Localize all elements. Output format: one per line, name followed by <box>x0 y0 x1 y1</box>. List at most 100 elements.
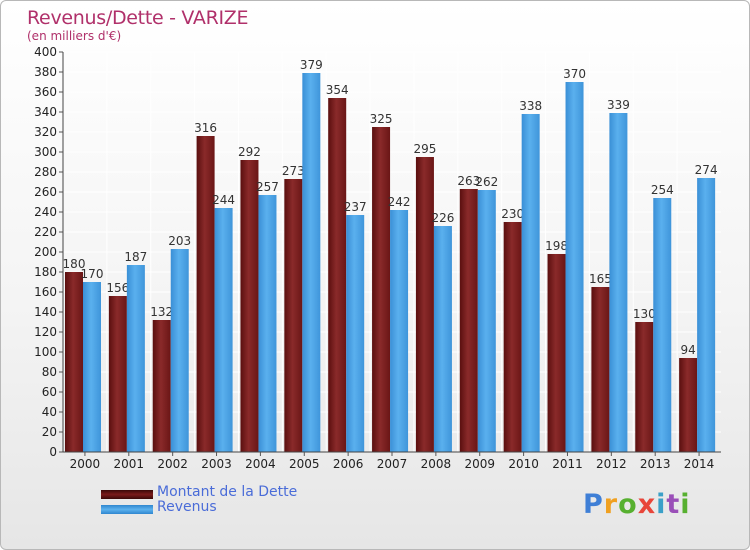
bar-dette <box>240 160 259 452</box>
y-tick-label: 100 <box>34 345 57 359</box>
data-label-revenus: 226 <box>431 211 454 225</box>
bar-revenus <box>170 249 189 452</box>
data-label-dette: 130 <box>633 307 656 321</box>
data-label-dette: 295 <box>413 142 436 156</box>
x-tick-label: 2002 <box>157 457 188 471</box>
x-tick-label: 2000 <box>70 457 101 471</box>
bar-revenus <box>477 190 496 452</box>
bar-revenus <box>390 210 409 452</box>
x-tick-label: 2005 <box>289 457 320 471</box>
data-label-dette: 156 <box>106 281 129 295</box>
data-label-revenus: 338 <box>519 99 542 113</box>
axes: 0 20 40 60 80 100 120 140 160 180 200 220 240 260 280 3… <box>34 45 721 471</box>
data-label-dette: 354 <box>326 83 349 97</box>
y-tick-label: 180 <box>34 265 57 279</box>
x-tick-label: 2003 <box>201 457 232 471</box>
bar-dette <box>503 222 522 452</box>
legend-swatch-revenus <box>101 505 153 514</box>
y-tick-label: 380 <box>34 65 57 79</box>
legend-label-dette: Montant de la Dette <box>157 484 298 500</box>
y-tick-label: 360 <box>34 85 57 99</box>
bar-dette <box>196 136 215 452</box>
x-tick-label: 2014 <box>684 457 715 471</box>
data-label-revenus: 203 <box>168 234 191 248</box>
bar-dette <box>372 127 391 452</box>
y-tick-label: 240 <box>34 205 57 219</box>
bar-dette <box>415 157 434 452</box>
data-label-revenus: 242 <box>388 195 411 209</box>
data-label-dette: 198 <box>545 239 568 253</box>
y-tick-label: 320 <box>34 125 57 139</box>
y-tick-label: 400 <box>34 45 57 59</box>
data-label-revenus: 370 <box>563 67 586 81</box>
x-tick-label: 2013 <box>640 457 671 471</box>
x-tick-label: 2010 <box>508 457 539 471</box>
chart-title: Revenus/Dette - VARIZE <box>27 7 249 29</box>
data-label-dette: 263 <box>457 174 480 188</box>
data-label-dette: 94 <box>680 343 695 357</box>
bar-revenus <box>433 226 452 452</box>
bar-dette <box>547 254 566 452</box>
x-tick-label: 2008 <box>421 457 452 471</box>
y-tick-label: 340 <box>34 105 57 119</box>
legend-label-revenus: Revenus <box>157 499 217 515</box>
data-label-dette: 325 <box>370 112 393 126</box>
y-tick-label: 0 <box>49 445 57 459</box>
bar-revenus <box>609 113 628 452</box>
data-label-dette: 316 <box>194 121 217 135</box>
proxiti-logo[interactable]: Proxiti <box>583 489 691 520</box>
bar-revenus <box>697 178 716 452</box>
y-tick-label: 140 <box>34 305 57 319</box>
x-tick-label: 2001 <box>114 457 145 471</box>
bar-revenus <box>346 215 365 452</box>
bar-dette <box>591 287 610 452</box>
bar-dette <box>108 296 127 452</box>
y-tick-label: 300 <box>34 145 57 159</box>
x-tick-label: 2011 <box>552 457 583 471</box>
data-label-revenus: 274 <box>695 163 718 177</box>
data-label-revenus: 170 <box>81 267 104 281</box>
bar-dette <box>328 98 347 452</box>
bar-revenus <box>214 208 233 452</box>
bar-revenus <box>521 114 540 452</box>
data-label-dette: 180 <box>63 257 86 271</box>
bar-dette <box>152 320 171 452</box>
bar-revenus <box>126 265 145 452</box>
y-tick-label: 60 <box>42 385 57 399</box>
x-tick-label: 2004 <box>245 457 276 471</box>
bar-dette <box>284 179 303 452</box>
chart-subtitle: (en milliers d'€) <box>27 29 122 43</box>
x-tick-label: 2012 <box>596 457 627 471</box>
y-tick-label: 120 <box>34 325 57 339</box>
bar-revenus <box>258 195 277 452</box>
bar-revenus <box>83 282 101 452</box>
bar-revenus <box>653 198 672 452</box>
data-label-revenus: 237 <box>344 200 367 214</box>
bar-dette <box>635 322 654 452</box>
data-label-revenus: 339 <box>607 98 630 112</box>
y-tick-label: 200 <box>34 245 57 259</box>
data-label-revenus: 379 <box>300 58 323 72</box>
bar-dette <box>459 189 478 452</box>
y-tick-label: 40 <box>42 405 57 419</box>
data-label-revenus: 262 <box>475 175 498 189</box>
x-tick-label: 2006 <box>333 457 364 471</box>
y-tick-label: 160 <box>34 285 57 299</box>
data-label-dette: 292 <box>238 145 261 159</box>
x-tick-label: 2009 <box>464 457 495 471</box>
y-tick-label: 80 <box>42 365 57 379</box>
data-label-revenus: 254 <box>651 183 674 197</box>
bar-revenus <box>565 82 584 452</box>
bar-dette <box>65 272 83 452</box>
data-label-dette: 165 <box>589 272 612 286</box>
y-tick-label: 260 <box>34 185 57 199</box>
y-tick-label: 280 <box>34 165 57 179</box>
bar-revenus <box>302 73 321 452</box>
data-label-revenus: 257 <box>256 180 279 194</box>
data-label-dette: 273 <box>282 164 305 178</box>
data-label-revenus: 244 <box>212 193 235 207</box>
data-label-dette: 230 <box>501 207 524 221</box>
y-tick-label: 20 <box>42 425 57 439</box>
